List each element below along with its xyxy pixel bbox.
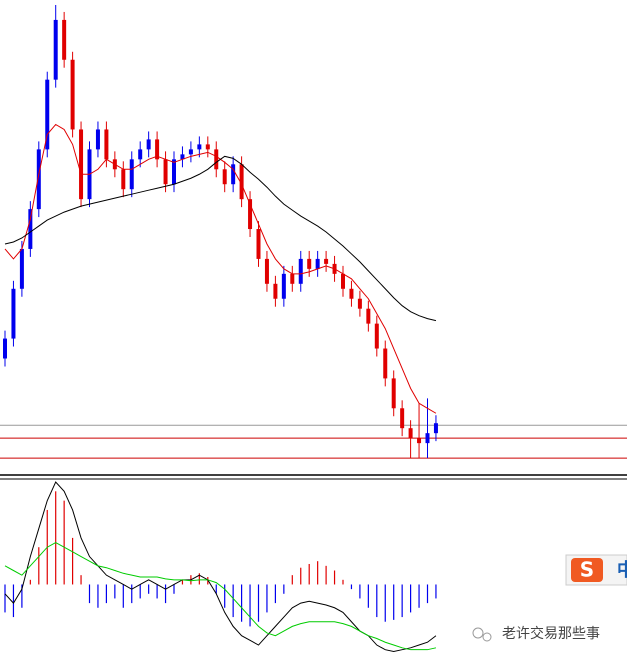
logo-icon bbox=[571, 558, 603, 582]
indicator-line bbox=[4, 155, 437, 322]
candle-body bbox=[28, 209, 33, 249]
candle-body bbox=[315, 258, 320, 269]
candle-body bbox=[290, 273, 295, 284]
candle-body bbox=[425, 433, 430, 444]
logo: S 中 bbox=[565, 554, 627, 586]
candle-body bbox=[163, 159, 168, 185]
candle-body bbox=[45, 79, 50, 150]
watermark: 老许交易那些事 bbox=[472, 625, 600, 642]
candle-body bbox=[281, 273, 286, 299]
candle-body bbox=[146, 139, 151, 150]
watermark-icon bbox=[482, 632, 492, 642]
candle-body bbox=[205, 144, 210, 150]
candle-body bbox=[298, 258, 303, 284]
candle-body bbox=[256, 229, 261, 259]
candle-body bbox=[391, 378, 396, 409]
candle-body bbox=[129, 159, 134, 190]
candle-body bbox=[366, 308, 371, 324]
brand-text: 中 bbox=[617, 559, 627, 581]
watermark-text: 老许交易那些事 bbox=[502, 625, 600, 642]
candle-body bbox=[222, 169, 227, 185]
candle-body bbox=[95, 129, 100, 150]
candle-body bbox=[231, 164, 236, 185]
candle-body bbox=[248, 199, 253, 230]
candle-body bbox=[341, 273, 345, 289]
candle-body bbox=[121, 169, 126, 190]
candle-body bbox=[138, 149, 143, 160]
watermark-icon bbox=[472, 627, 484, 639]
candle-body bbox=[383, 348, 388, 379]
candle-body bbox=[374, 323, 379, 349]
candle-body bbox=[400, 408, 405, 429]
candle-body bbox=[19, 248, 24, 289]
candle-body bbox=[3, 338, 7, 359]
candle-body bbox=[180, 154, 185, 160]
indicator-line bbox=[4, 123, 437, 414]
candle-body bbox=[53, 19, 58, 80]
candle-body bbox=[188, 149, 193, 155]
candle-body bbox=[357, 298, 362, 309]
candle-body bbox=[324, 258, 329, 264]
candle-body bbox=[264, 258, 269, 284]
candle-body bbox=[11, 288, 16, 339]
logo-text: S bbox=[580, 558, 594, 582]
candle-body bbox=[417, 438, 422, 444]
candle-body bbox=[408, 428, 413, 439]
candle-body bbox=[79, 129, 84, 200]
candle-body bbox=[239, 164, 244, 200]
candle-body bbox=[307, 258, 312, 269]
candle-body bbox=[155, 139, 160, 160]
candle-body bbox=[104, 129, 109, 160]
candle-body bbox=[36, 149, 41, 210]
candle-body bbox=[349, 288, 354, 299]
candle-body bbox=[172, 159, 176, 185]
candle-body bbox=[273, 283, 278, 299]
indicator-line bbox=[4, 541, 437, 651]
candle-body bbox=[433, 423, 438, 434]
candle-body bbox=[70, 59, 75, 130]
indicator-line bbox=[4, 481, 437, 653]
candle-body bbox=[214, 149, 219, 170]
candle-body bbox=[197, 144, 202, 150]
candle-body bbox=[62, 19, 67, 60]
